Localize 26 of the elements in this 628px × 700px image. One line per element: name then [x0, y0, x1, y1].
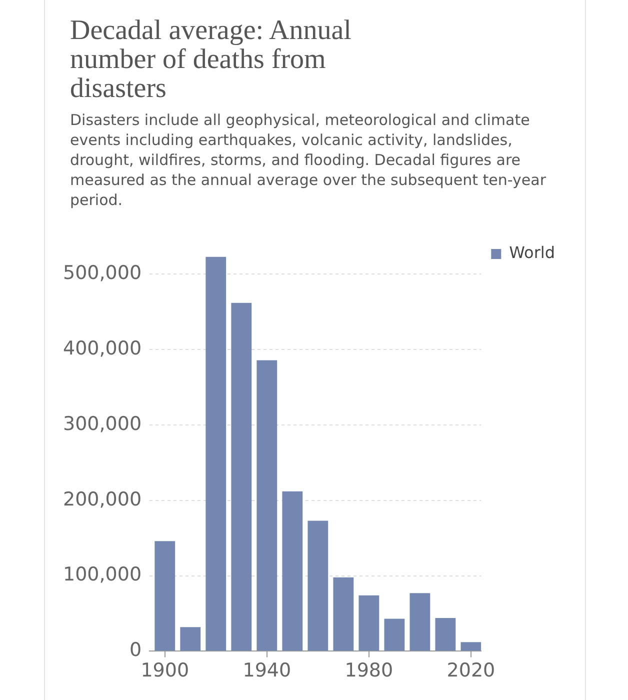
- x-tick-label: 2020: [446, 660, 496, 682]
- bar: [180, 627, 201, 651]
- bar: [460, 642, 482, 651]
- bar: [384, 618, 405, 651]
- bar: [154, 541, 176, 651]
- bar: [308, 520, 328, 651]
- legend-label: World: [509, 243, 556, 262]
- y-tick-label: 100,000: [62, 564, 142, 586]
- y-tick-label: 0: [129, 639, 142, 662]
- y-tick-label: 200,000: [62, 488, 142, 510]
- y-tick-label: 400,000: [62, 338, 142, 360]
- bar: [282, 491, 303, 651]
- bar: [435, 618, 456, 651]
- bar: [256, 360, 278, 651]
- chart-subtitle: Disasters include all geophysical, meteorological and climate events including earthquakes, volcanic activity, landslides, drought, wildfires, storms, and flooding. Decadal figures are measured as the annual average over the subsequent ten-year period.: [70, 110, 548, 210]
- x-tick-label: 1900: [140, 660, 190, 682]
- bar: [206, 256, 226, 651]
- bar: [231, 302, 252, 651]
- bar: [358, 595, 380, 651]
- y-tick-label: 500,000: [62, 262, 142, 284]
- y-tick-label: 300,000: [62, 412, 142, 435]
- x-tick-label: 1940: [242, 660, 292, 682]
- bar: [333, 577, 354, 651]
- x-tick-label: 1980: [344, 660, 394, 682]
- chart-title: Decadal average: Annual number of deaths from disasters: [70, 15, 352, 104]
- bar: [410, 593, 430, 651]
